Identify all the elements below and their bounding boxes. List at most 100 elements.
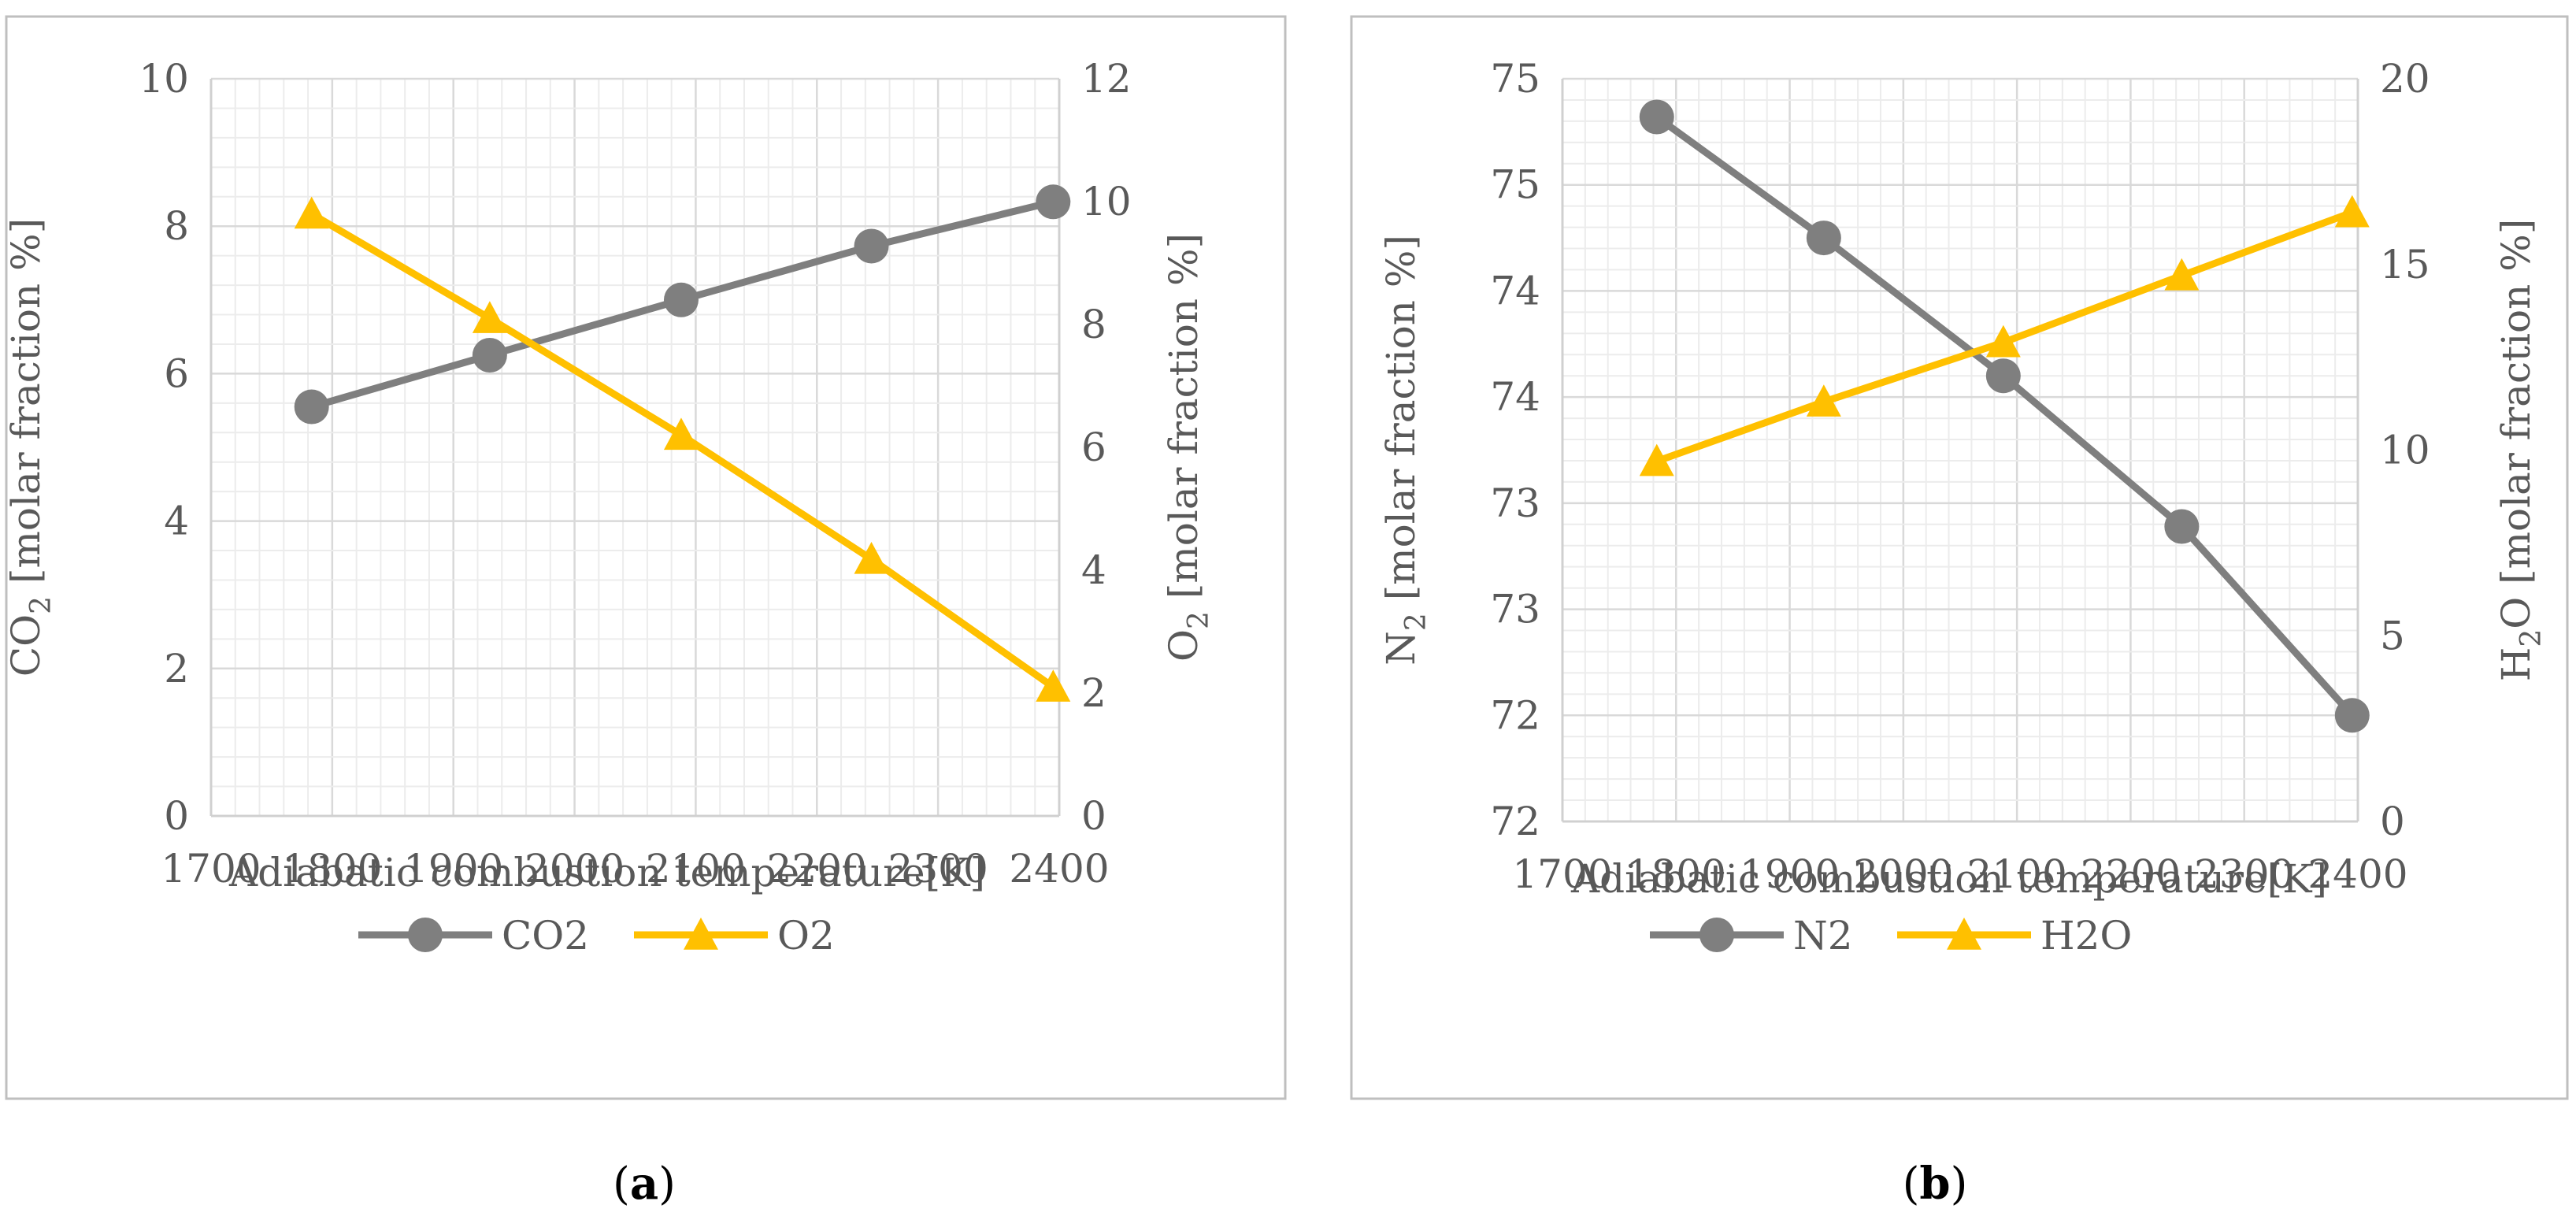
data-point-O2 — [663, 417, 699, 451]
data-point-O2 — [1036, 669, 1071, 702]
y2-axis-title: H2O [molar fraction %] — [2493, 219, 2548, 682]
data-point-N2 — [1806, 221, 1841, 256]
y-axis-title-subscript: 2 — [25, 596, 57, 614]
panel-b-border — [1350, 15, 2569, 1100]
y-tick-label: 73 — [1490, 587, 1540, 632]
y-axis-title-rest: [molar fraction %] — [1378, 235, 1424, 613]
legend-label-H2O: H2O — [2040, 913, 2132, 958]
y-tick-label: 10 — [139, 56, 189, 102]
x-tick-label: 1700 — [161, 846, 261, 892]
x-tick-label: 2300 — [888, 846, 988, 892]
data-point-N2 — [2164, 509, 2200, 544]
y-tick-label: 74 — [1490, 268, 1540, 313]
y2-tick-label: 10 — [1081, 179, 1132, 224]
legend-marker-N2 — [1699, 918, 1734, 952]
y2-tick-label: 4 — [1081, 547, 1106, 593]
data-point-O2 — [294, 196, 329, 229]
x-tick-label: 2000 — [524, 846, 625, 892]
data-point-CO2 — [472, 338, 507, 373]
x-tick-label: 2200 — [767, 846, 867, 892]
y2-axis-title-base: O — [1161, 629, 1206, 662]
panel-b-axes: 1700 1800 1900 2000 2100 2200 2300 240072727373… — [1378, 56, 2548, 902]
y2-axis-title-rest: [molar fraction %] — [1161, 233, 1206, 611]
legend-label-CO2: CO2 — [502, 913, 589, 958]
y-axis-title-base: CO — [3, 614, 49, 677]
data-point-H2O — [1806, 384, 1841, 417]
x-tick-label: 2300 — [2194, 851, 2294, 897]
x-tick-label: 2100 — [1967, 851, 2067, 897]
y-tick-label: 74 — [1490, 374, 1540, 420]
y2-tick-label: 15 — [2380, 242, 2430, 287]
y2-tick-label: 12 — [1081, 56, 1132, 102]
caption-a: (a) — [613, 1158, 676, 1210]
y-axis-title: N2 [molar fraction %] — [1378, 235, 1433, 666]
panel-b: 1700 1800 1900 2000 2100 2200 2300 240072727373… — [1350, 15, 2569, 1100]
caption-b-label: b — [1919, 1158, 1950, 1210]
legend-marker-H2O — [1947, 918, 1981, 950]
x-tick-label: 1800 — [1626, 851, 1726, 897]
y-tick-label: 8 — [164, 203, 189, 249]
panel-b-legend: N2 H2O — [1650, 913, 2132, 958]
x-tick-label: 2000 — [1853, 851, 1953, 897]
data-point-H2O — [2334, 195, 2370, 228]
y-tick-label: 6 — [164, 350, 189, 396]
x-tick-label: 1900 — [403, 846, 503, 892]
y2-tick-label: 6 — [1081, 425, 1106, 470]
y-axis-title-base: N — [1378, 631, 1424, 666]
y-tick-label: 75 — [1490, 162, 1540, 208]
legend-marker-CO2 — [408, 918, 443, 952]
y-axis-title-subscript: 2 — [1400, 613, 1433, 631]
data-point-H2O — [1985, 324, 2021, 358]
y2-axis-title-base: H — [2493, 647, 2539, 682]
x-tick-label: 2400 — [2307, 851, 2407, 897]
data-point-CO2 — [663, 282, 699, 317]
x-tick-label: 1700 — [1512, 851, 1612, 897]
panel-a-axes: 1700 1800 1900 2000 2100 2200 2300 2400 0 2 4 6 8 10 0… — [3, 56, 1215, 895]
legend-label-N2: N2 — [1793, 913, 1853, 958]
panel-a-legend: CO2 O2 — [358, 913, 835, 958]
x-tick-label: 2400 — [1009, 846, 1109, 892]
data-point-H2O — [2164, 258, 2200, 291]
y-tick-label: 72 — [1490, 692, 1540, 738]
x-axis-title: Adiabatic combustion temperature[K] — [228, 850, 985, 895]
data-point-CO2 — [1036, 184, 1071, 220]
data-point-O2 — [472, 301, 507, 333]
x-tick-label: 1800 — [282, 846, 382, 892]
x-tick-label: 2200 — [2081, 851, 2181, 897]
data-point-CO2 — [854, 228, 889, 264]
y-tick-label: 73 — [1490, 480, 1540, 526]
legend-label-O2: O2 — [777, 913, 835, 958]
y2-tick-label: 5 — [2380, 613, 2405, 658]
panel-a-series — [294, 184, 1071, 702]
y-tick-label: 2 — [164, 646, 189, 692]
y2-tick-label: 2 — [1081, 670, 1106, 716]
data-point-O2 — [854, 541, 889, 574]
x-axis-title: Adiabatic combustion temperature[K] — [1570, 856, 2327, 902]
y2-tick-label: 8 — [1081, 302, 1106, 347]
y-axis-title: CO2 [molar fraction %] — [3, 218, 57, 677]
panel-b-grid — [1561, 77, 2359, 823]
y2-axis-title: O2 [molar fraction %] — [1161, 233, 1215, 662]
y-axis-title-rest: [molar fraction %] — [3, 218, 49, 596]
data-point-N2 — [1639, 99, 1674, 135]
y2-axis-title-subscript: 2 — [1183, 611, 1215, 629]
y-tick-label: 0 — [164, 793, 189, 839]
data-point-H2O — [1639, 443, 1674, 476]
data-point-N2 — [2334, 698, 2370, 733]
caption-a-label: a — [630, 1158, 658, 1210]
y2-axis-title-rest: O [molar fraction %] — [2493, 219, 2539, 629]
data-point-N2 — [1985, 358, 2021, 394]
panel-b-series — [1639, 99, 2370, 733]
legend-marker-O2 — [684, 918, 718, 950]
y2-tick-label: 10 — [2380, 428, 2430, 473]
caption-b: (b) — [1903, 1158, 1968, 1210]
panel-a: 1700 1800 1900 2000 2100 2200 2300 2400 0 2 4 6 8 10 0… — [3, 15, 1287, 1100]
data-point-CO2 — [294, 389, 329, 425]
y2-tick-label: 0 — [1081, 793, 1106, 839]
y2-tick-label: 20 — [2380, 56, 2430, 102]
y-tick-label: 4 — [164, 499, 189, 544]
y2-axis-title-subscript: 2 — [2515, 629, 2548, 647]
x-tick-label: 1900 — [1740, 851, 1840, 897]
y-tick-label: 75 — [1490, 56, 1540, 102]
